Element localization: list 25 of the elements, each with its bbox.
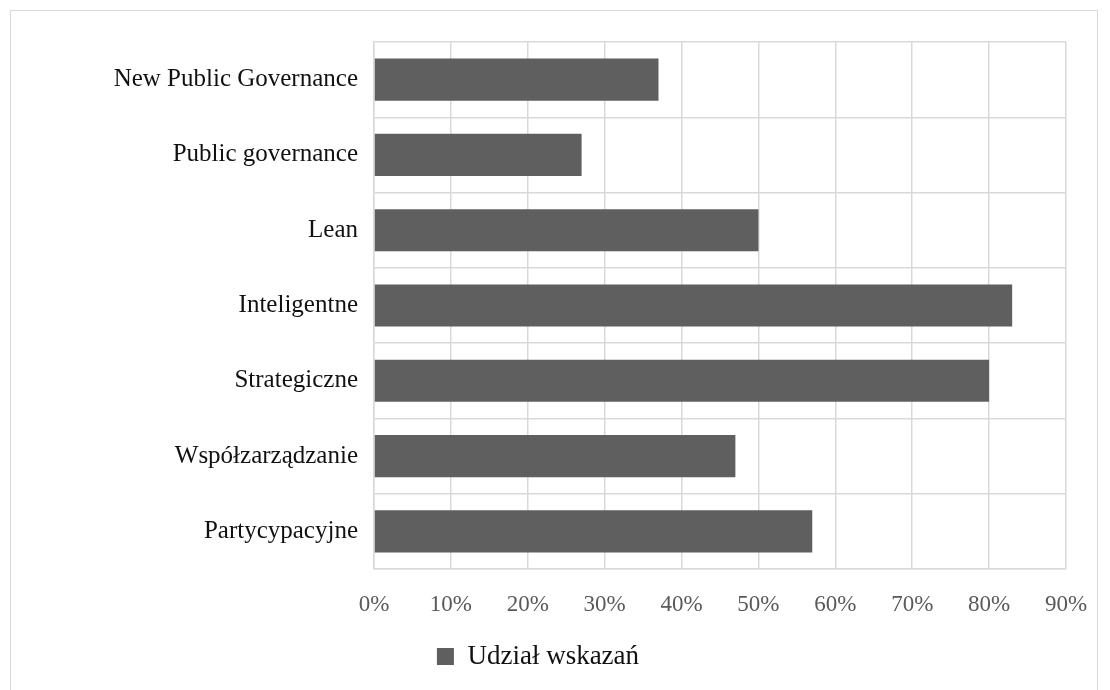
x-tick-label: 30% [583,590,626,616]
x-tick-label: 70% [891,590,934,616]
bar [374,209,759,252]
bar [374,284,1013,327]
y-tick-label: Lean [308,214,359,242]
bar [374,133,582,177]
x-tick-label: 0% [358,590,390,616]
x-tick-label: 60% [814,590,857,616]
bar [374,510,813,553]
x-tick-label: 80% [968,590,1011,616]
x-tick-label: 10% [429,590,472,616]
y-tick-label: Public governance [172,139,358,167]
y-tick-label: Inteligentne [238,290,358,318]
bar [374,58,659,101]
y-tick-label: New Public Governance [113,64,358,92]
y-tick-label: Strategiczne [234,365,358,393]
y-tick-label: Partycypacyjne [203,515,358,543]
x-tick-label: 40% [660,590,703,616]
y-tick-label: Współzarządzanie [174,440,358,468]
x-tick-label: 50% [737,590,780,616]
bar [374,434,736,478]
legend-label: Udział wskazań [467,639,640,670]
x-tick-label: 20% [506,590,549,616]
x-tick-label: 90% [1044,590,1088,616]
bar [374,359,990,402]
